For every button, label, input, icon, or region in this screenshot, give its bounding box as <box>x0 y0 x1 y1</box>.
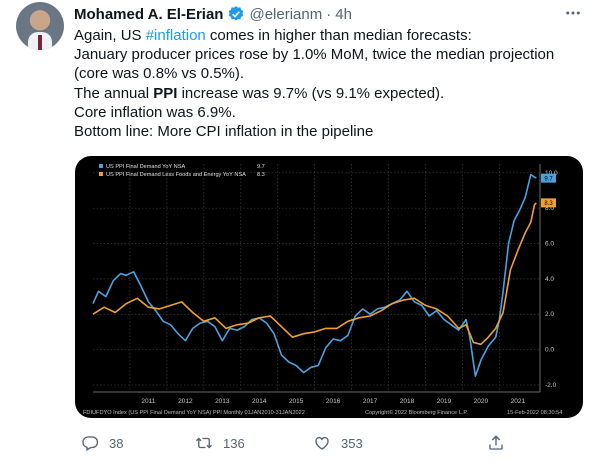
reply-icon <box>82 436 99 451</box>
tweet-line: The annual PPI increase was 9.7% (vs 9.1… <box>74 84 445 102</box>
header-separator: · <box>326 5 332 23</box>
last-value-tag <box>541 173 556 183</box>
x-tick-label: 2020 <box>474 398 489 405</box>
x-tick-label: 2019 <box>437 398 452 405</box>
ppi-bold: PPI <box>153 84 178 102</box>
chart-footer-timestamp: 15-Feb-2022 08:30:54 <box>507 410 562 416</box>
y-tick-label: 2.0 <box>545 311 554 318</box>
legend-entry: US PPI Final Demand Less Foods and Energ… <box>106 172 246 178</box>
tweet-time[interactable]: 4h <box>335 5 352 23</box>
chart-footer-source: FDIUFDYO Index (US PPI Final Demand YoY … <box>83 410 305 416</box>
legend-entry: US PPI Final Demand YoY NSA <box>106 164 185 170</box>
y-tick-label: 4.0 <box>545 276 554 283</box>
x-tick-label: 2016 <box>326 398 341 405</box>
hashtag-link[interactable]: #inflation <box>145 27 206 44</box>
series-line-ppi-headline <box>92 173 537 377</box>
like-button[interactable]: 353 <box>313 428 363 458</box>
last-value-label: 8.3 <box>544 201 553 207</box>
series-line-ppi-core <box>92 202 537 346</box>
avatar-tie <box>38 35 42 50</box>
tweet-line: Again, US #inflation comes in higher tha… <box>74 27 472 44</box>
x-tick-label: 2021 <box>511 398 526 405</box>
chart-series <box>92 173 537 377</box>
y-tick-label: 10.0 <box>545 170 558 177</box>
reply-button[interactable]: 38 <box>81 428 123 458</box>
author-name[interactable]: Mohamed A. El-Erian <box>74 5 224 23</box>
tweet-line: Bottom line: More CPI inflation in the p… <box>74 123 374 141</box>
tweet-media-chart[interactable]: 10.0 8.0 6.0 4.0 2.0 0.0 -2.0 2011 2012 2013 2014 2… <box>75 156 583 418</box>
reply-count: 38 <box>109 435 124 451</box>
y-tick-label: 6.0 <box>545 241 554 248</box>
chart-grid <box>93 164 540 392</box>
x-tick-label: 2013 <box>215 398 230 405</box>
like-count: 353 <box>341 435 363 451</box>
tweet-line: (core was 0.8% vs 0.5%). <box>74 65 245 83</box>
retweet-button[interactable]: 136 <box>195 428 245 458</box>
x-tick-label: 2012 <box>178 398 193 405</box>
x-tick-label: 2017 <box>363 398 378 405</box>
tweet-actions: 38 136 353 <box>75 428 505 458</box>
share-icon <box>489 435 503 450</box>
legend-value: 8.3 <box>257 172 265 178</box>
tweet-line: Core inflation was 6.9%. <box>74 103 236 121</box>
last-value-label: 9.7 <box>544 176 553 182</box>
chart-footer-copyright: Copyright© 2022 Bloomberg Finance L.P. <box>365 409 468 416</box>
chart-legend: US PPI Final Demand YoY NSA 9.7 US PPI Fin… <box>99 164 265 178</box>
chart-svg: 10.0 8.0 6.0 4.0 2.0 0.0 -2.0 2011 2012 2013 2014 2… <box>83 164 562 416</box>
legend-swatch <box>99 164 103 168</box>
legend-swatch <box>99 172 103 176</box>
retweet-icon <box>196 437 212 449</box>
verified-badge-icon <box>229 6 244 21</box>
retweet-count: 136 <box>223 435 245 451</box>
x-tick-label: 2015 <box>289 398 304 405</box>
x-tick-label: 2014 <box>252 398 267 405</box>
share-button[interactable] <box>487 428 515 458</box>
more-options-icon[interactable] <box>563 4 583 24</box>
tweet-text: Again, US #inflation comes in higher tha… <box>74 26 584 141</box>
like-icon <box>315 436 329 450</box>
last-value-tag <box>541 198 556 208</box>
x-tick-label: 2018 <box>400 398 415 405</box>
legend-value: 9.7 <box>257 164 265 170</box>
x-tick-label: 2011 <box>141 398 155 405</box>
tweet-line: January producer prices rose by 1.0% MoM… <box>74 46 555 64</box>
y-tick-label: 0.0 <box>545 347 554 354</box>
chart-axes: 10.0 8.0 6.0 4.0 2.0 0.0 -2.0 2011 2012 2013 2014 2… <box>93 164 558 405</box>
y-tick-label: 8.0 <box>545 205 554 212</box>
y-tick-label: -2.0 <box>545 382 557 389</box>
avatar[interactable] <box>16 2 64 50</box>
tweet-header: Mohamed A. El-Erian @elerianm · 4h <box>74 4 352 24</box>
author-handle[interactable]: @elerianm <box>249 5 323 23</box>
